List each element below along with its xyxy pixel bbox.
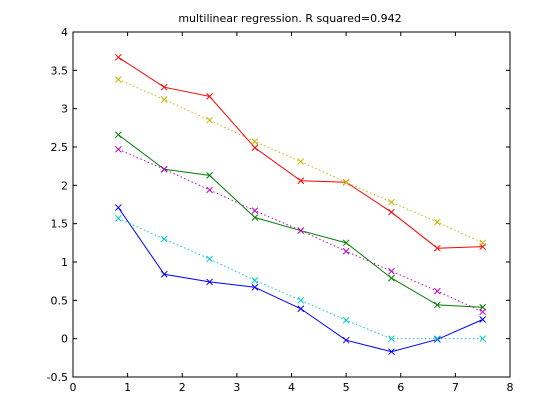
y-tick-label: 2 (61, 179, 68, 192)
data-point (297, 158, 305, 165)
data-point (251, 214, 259, 221)
x-tick-label: 4 (288, 381, 295, 394)
data-point (114, 145, 122, 153)
y-tick-label: 1 (61, 256, 68, 269)
data-point (388, 267, 395, 275)
x-tick-label: 1 (124, 381, 131, 394)
series-6 (114, 214, 487, 343)
x-tick-label: 2 (179, 381, 186, 394)
data-point (388, 208, 395, 216)
data-point (342, 336, 350, 344)
data-point (433, 301, 441, 309)
data-point (297, 177, 305, 185)
data-point (206, 116, 213, 124)
series-1 (114, 53, 487, 252)
plot-frame (72, 31, 511, 378)
series-line-1 (118, 56, 483, 249)
data-point (160, 235, 168, 243)
series-line-4 (118, 148, 483, 313)
data-point (206, 172, 213, 179)
data-point (479, 308, 487, 316)
data-point (251, 277, 259, 284)
data-point (297, 296, 305, 304)
data-point (433, 335, 441, 343)
data-point (388, 274, 395, 282)
y-tick-label: 1.5 (51, 218, 69, 231)
x-tick-label: 8 (507, 381, 514, 394)
x-tick-label: 7 (452, 381, 459, 394)
y-tick-label: 0 (61, 333, 68, 346)
x-tick-label: 6 (397, 381, 404, 394)
data-point (433, 287, 441, 295)
series-line-6 (118, 217, 483, 340)
data-point (114, 214, 122, 222)
x-tick-label: 0 (70, 381, 77, 394)
y-tick-label: 3.5 (51, 64, 69, 77)
data-point (160, 165, 168, 173)
data-point (206, 278, 213, 286)
axis-layer: 0 1 2 3 4 5 6 7 8-0.500.511.522.533.54 (47, 26, 514, 394)
data-point (388, 335, 395, 343)
data-point (114, 76, 122, 83)
x-tick-label: 3 (233, 381, 240, 394)
y-tick-label: 3 (61, 103, 68, 116)
data-point (160, 270, 168, 278)
data-point (479, 335, 487, 343)
data-point (388, 348, 395, 356)
data-point (206, 93, 213, 100)
data-point (114, 131, 122, 139)
data-point (342, 316, 350, 324)
data-point (388, 198, 395, 206)
data-point (479, 239, 487, 247)
data-point (251, 207, 259, 214)
data-point (433, 244, 441, 252)
y-tick-label: 0.5 (51, 294, 69, 307)
data-point (479, 316, 487, 323)
data-point (433, 218, 441, 226)
data-point (342, 239, 350, 247)
data-point (160, 96, 168, 103)
data-point (251, 283, 259, 291)
y-tick-label: 2.5 (51, 141, 69, 154)
series-3 (114, 131, 487, 311)
data-point (251, 144, 259, 152)
y-tick-label: 4 (61, 26, 68, 39)
data-point (342, 247, 350, 255)
data-point (114, 204, 122, 211)
x-tick-label: 5 (343, 381, 350, 394)
data-point (297, 227, 305, 234)
chart-title: multilinear regression. R squared=0.942 (178, 12, 401, 25)
series-5 (114, 204, 487, 356)
data-point (206, 255, 213, 263)
data-point (251, 138, 259, 145)
data-point (206, 186, 213, 194)
series-4 (114, 145, 487, 316)
data-point (433, 336, 441, 343)
series-2 (114, 76, 487, 247)
data-point (114, 53, 122, 61)
series-layer (114, 53, 487, 356)
y-tick-label: -0.5 (47, 371, 68, 384)
data-point (297, 305, 305, 313)
data-point (160, 83, 168, 91)
data-point (342, 178, 350, 186)
series-line-5 (117, 207, 483, 353)
